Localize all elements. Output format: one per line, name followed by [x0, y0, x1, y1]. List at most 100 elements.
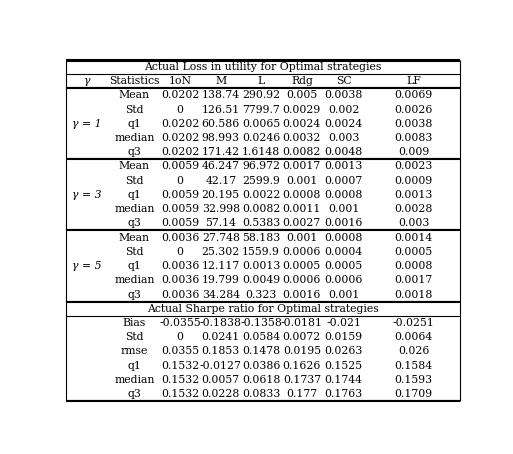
Text: 0.1744: 0.1744	[325, 375, 363, 385]
Text: 0.5383: 0.5383	[242, 218, 280, 228]
Text: 0.0006: 0.0006	[324, 275, 363, 285]
Text: 0.0065: 0.0065	[242, 119, 280, 129]
Text: L: L	[258, 76, 265, 86]
Text: γ = 1: γ = 1	[72, 119, 102, 129]
Text: 0.0008: 0.0008	[394, 261, 433, 271]
Text: 0.1478: 0.1478	[242, 346, 280, 356]
Text: 0.0202: 0.0202	[161, 90, 199, 100]
Text: 19.799: 19.799	[202, 275, 240, 285]
Text: 0: 0	[176, 176, 184, 186]
Text: 0.0005: 0.0005	[325, 261, 363, 271]
Text: 0.0006: 0.0006	[283, 275, 321, 285]
Text: 60.586: 60.586	[202, 119, 240, 129]
Text: 0.0005: 0.0005	[283, 261, 321, 271]
Text: 0.1626: 0.1626	[283, 360, 321, 370]
Text: 0.0022: 0.0022	[242, 190, 280, 200]
Text: 2599.9: 2599.9	[242, 176, 280, 186]
Text: 0.0083: 0.0083	[394, 133, 433, 143]
Text: 0.0038: 0.0038	[394, 119, 433, 129]
Text: 0.1593: 0.1593	[394, 375, 432, 385]
Text: q3: q3	[127, 290, 141, 300]
Text: 0.0017: 0.0017	[394, 275, 433, 285]
Text: 0.0023: 0.0023	[394, 162, 433, 172]
Text: 0.0036: 0.0036	[161, 232, 199, 242]
Text: q1: q1	[127, 119, 141, 129]
Text: 0.0006: 0.0006	[283, 247, 321, 257]
Text: 0.0008: 0.0008	[324, 232, 363, 242]
Text: 0.0017: 0.0017	[283, 162, 321, 172]
Text: 0.323: 0.323	[245, 290, 277, 300]
Text: LF: LF	[406, 76, 421, 86]
Text: 126.51: 126.51	[202, 104, 240, 114]
Text: 0.1584: 0.1584	[394, 360, 432, 370]
Text: 0.0057: 0.0057	[202, 375, 240, 385]
Text: 0.1525: 0.1525	[325, 360, 363, 370]
Text: 0.0833: 0.0833	[242, 389, 280, 399]
Text: 0.0355: 0.0355	[161, 346, 199, 356]
Text: 0.0007: 0.0007	[325, 176, 363, 186]
Text: 0.026: 0.026	[398, 346, 429, 356]
Text: 0.0263: 0.0263	[324, 346, 363, 356]
Text: 46.247: 46.247	[202, 162, 240, 172]
Text: γ = 5: γ = 5	[72, 261, 102, 271]
Text: γ: γ	[84, 76, 90, 86]
Text: -0.021: -0.021	[326, 318, 361, 328]
Text: 0.0024: 0.0024	[283, 119, 321, 129]
Text: q1: q1	[127, 360, 141, 370]
Text: 0.0013: 0.0013	[394, 190, 433, 200]
Text: -0.0127: -0.0127	[200, 360, 242, 370]
Text: 1oN: 1oN	[168, 76, 191, 86]
Text: 0.0584: 0.0584	[242, 332, 280, 342]
Text: 0.0228: 0.0228	[202, 389, 240, 399]
Text: 0.1853: 0.1853	[202, 346, 240, 356]
Text: Std: Std	[125, 176, 144, 186]
Text: 0.002: 0.002	[328, 104, 359, 114]
Text: 42.17: 42.17	[205, 176, 236, 186]
Text: 0.0026: 0.0026	[394, 104, 433, 114]
Text: 0.0038: 0.0038	[324, 90, 363, 100]
Text: median: median	[114, 204, 154, 214]
Text: 0.009: 0.009	[398, 147, 429, 157]
Text: 0.0018: 0.0018	[394, 290, 433, 300]
Text: 0.0014: 0.0014	[394, 232, 433, 242]
Text: 0.0024: 0.0024	[325, 119, 363, 129]
Text: 12.117: 12.117	[202, 261, 240, 271]
Text: SC: SC	[336, 76, 351, 86]
Text: 171.42: 171.42	[202, 147, 240, 157]
Text: q3: q3	[127, 389, 141, 399]
Text: q1: q1	[127, 190, 141, 200]
Text: 25.302: 25.302	[202, 247, 240, 257]
Text: 0.0386: 0.0386	[242, 360, 280, 370]
Text: 58.183: 58.183	[242, 232, 280, 242]
Text: 0.0032: 0.0032	[283, 133, 321, 143]
Text: 0.1763: 0.1763	[325, 389, 363, 399]
Text: Mean: Mean	[119, 90, 150, 100]
Text: 0.0008: 0.0008	[283, 190, 321, 200]
Text: 0.0082: 0.0082	[283, 147, 321, 157]
Text: rmse: rmse	[121, 346, 148, 356]
Text: 0.0048: 0.0048	[325, 147, 363, 157]
Text: Statistics: Statistics	[109, 76, 160, 86]
Text: median: median	[114, 275, 154, 285]
Text: 0: 0	[176, 332, 184, 342]
Text: Std: Std	[125, 332, 144, 342]
Text: 0.0618: 0.0618	[242, 375, 280, 385]
Text: 290.92: 290.92	[242, 90, 280, 100]
Text: 0.0016: 0.0016	[283, 290, 321, 300]
Text: 138.74: 138.74	[202, 90, 240, 100]
Text: q3: q3	[127, 218, 141, 228]
Text: 1559.9: 1559.9	[242, 247, 280, 257]
Text: Actual Loss in utility for Optimal strategies: Actual Loss in utility for Optimal strat…	[144, 62, 382, 72]
Text: 20.195: 20.195	[202, 190, 240, 200]
Text: 0.0049: 0.0049	[242, 275, 280, 285]
Text: Mean: Mean	[119, 162, 150, 172]
Text: 0.0064: 0.0064	[394, 332, 433, 342]
Text: 0.0072: 0.0072	[283, 332, 321, 342]
Text: Std: Std	[125, 104, 144, 114]
Text: 0.0028: 0.0028	[394, 204, 433, 214]
Text: 0.001: 0.001	[286, 232, 318, 242]
Text: Bias: Bias	[123, 318, 146, 328]
Text: 0.177: 0.177	[286, 389, 318, 399]
Text: 0.0008: 0.0008	[324, 190, 363, 200]
Text: median: median	[114, 133, 154, 143]
